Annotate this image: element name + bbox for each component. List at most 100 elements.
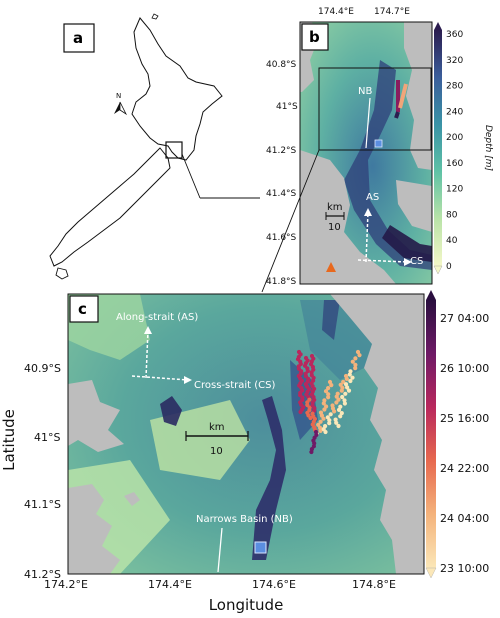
time-tick-label: 24 04:00 xyxy=(440,512,489,525)
panel-b-label-cs: CS xyxy=(410,256,423,267)
panel-b-track-3 xyxy=(394,111,400,119)
time-tick-label: 23 10:00 xyxy=(440,562,489,575)
panel-c-label-cross: Cross-strait (CS) xyxy=(194,380,276,391)
trajectory-point xyxy=(327,421,332,426)
trajectory-point xyxy=(341,379,346,384)
panel-c-y-tick-4: 41.2°S xyxy=(24,568,61,581)
trajectory-point xyxy=(327,418,332,423)
trajectory-point xyxy=(319,413,324,418)
north-island-outline xyxy=(131,17,223,161)
panel-c-along-axis xyxy=(145,329,149,379)
depth-tick-label: 40 xyxy=(446,236,458,246)
trajectory-point xyxy=(309,449,314,455)
trajectory-point xyxy=(353,356,358,361)
depth-tick-label: 200 xyxy=(446,133,463,143)
panel-b-lat-tick-1: 40.8°S xyxy=(266,60,297,70)
panel-c-deep-basin xyxy=(252,396,286,560)
panel-a-letter-box xyxy=(63,23,95,53)
trajectory-point xyxy=(346,388,352,393)
panel-c-land-islet xyxy=(124,492,140,506)
panel-b-lat-tick-3: 41.2°S xyxy=(266,146,297,156)
panel-c-y-tick-2: 41°S xyxy=(34,431,60,444)
panel-c-scale-unit: km xyxy=(209,422,225,433)
panel-c-x-tick-4: 174.8°E xyxy=(352,578,396,591)
trajectory-point xyxy=(321,416,326,421)
panel-c-frame xyxy=(67,293,425,575)
panel-b-land-south xyxy=(300,150,396,284)
north-arrow: N xyxy=(114,92,128,116)
trajectory-point xyxy=(326,392,331,397)
panel-b-lat-tick-5: 41.6°S xyxy=(266,233,297,243)
trajectory-point xyxy=(340,394,345,400)
trajectory-point xyxy=(353,362,358,367)
panel-c-label-basin: Narrows Basin (NB) xyxy=(196,514,293,525)
trajectory-point xyxy=(318,428,323,433)
panel-b-land-east xyxy=(396,180,432,232)
depth-tick-label: 280 xyxy=(446,82,463,92)
trajectory-point xyxy=(357,353,362,358)
trajectory-point xyxy=(345,385,350,390)
trajectory-point xyxy=(326,395,331,400)
panel-b-scale-unit: km xyxy=(327,202,343,213)
trajectory-point xyxy=(353,366,358,371)
panel-a-letter: a xyxy=(73,29,83,47)
panel-c-label-along: Along-strait (AS) xyxy=(116,312,198,323)
trajectory-point xyxy=(338,414,343,419)
depth-tick-label: 0 xyxy=(446,262,452,272)
depth-tick-label: 240 xyxy=(446,107,463,117)
panel-b-lat-tick-4: 41.4°S xyxy=(266,189,297,199)
panel-b: 174.4°E 174.7°E NB xyxy=(266,7,493,287)
trajectory-point xyxy=(323,389,329,394)
study-area-box xyxy=(165,141,183,159)
depth-colorbar: 360 320 280 240 200 160 120 80 40 0 Depth [m] xyxy=(433,22,493,275)
panel-a: a N xyxy=(14,8,264,282)
panel-c-x-tick-1: 174.2°E xyxy=(44,578,88,591)
trajectory-point xyxy=(316,422,321,427)
panel-c-nb-pointer xyxy=(217,527,223,573)
trajectory-point xyxy=(347,372,352,377)
trajectory-point xyxy=(334,420,339,425)
panel-c-letter: c xyxy=(78,300,87,318)
northern-islet xyxy=(151,13,159,20)
trajectory-point xyxy=(350,375,355,380)
panel-b-letter: b xyxy=(309,28,320,46)
zoom-connector-left xyxy=(261,149,320,293)
trajectory-point xyxy=(333,417,338,422)
depth-colorbar-title: Depth [m] xyxy=(483,125,493,172)
time-colorbar: 27 04:00 26 10:00 25 16:00 24 22:00 24 04:00… xyxy=(425,290,489,579)
trajectory-point xyxy=(329,383,334,388)
south-island-outline xyxy=(49,147,171,267)
trajectory-point xyxy=(348,369,353,374)
panel-c-x-tick-2: 174.4°E xyxy=(148,578,192,591)
trajectory-point xyxy=(343,382,349,387)
depth-tick-label: 160 xyxy=(446,159,463,169)
panel-b-as-axis xyxy=(365,211,369,263)
depth-tick-label: 120 xyxy=(446,185,463,195)
trajectory-point xyxy=(298,409,303,415)
trajectory-point xyxy=(322,407,327,412)
panel-c-xlabel: Longitude xyxy=(209,596,284,614)
panel-b-label-as: AS xyxy=(366,192,379,203)
panel-b-frame xyxy=(299,21,433,285)
trajectory-point xyxy=(334,400,339,405)
panel-c-trajectories xyxy=(295,349,362,455)
panel-b-land-northeast xyxy=(404,22,432,170)
time-tick-label: 24 22:00 xyxy=(440,462,489,475)
panel-c-cross-axis xyxy=(131,375,189,381)
north-label: N xyxy=(116,92,121,100)
panel-b-lat-tick-6: 41.8°S xyxy=(266,277,297,287)
panel-b-lat-tick-2: 41°S xyxy=(276,102,298,112)
trajectory-point xyxy=(350,359,355,364)
panel-c-land-southwest xyxy=(68,484,120,574)
trajectory-point xyxy=(332,409,337,414)
depth-tick-label: 320 xyxy=(446,56,463,66)
time-tick-label: 27 04:00 xyxy=(440,312,489,325)
trajectory-point xyxy=(328,412,333,417)
panel-c-x-tick-3: 174.6°E xyxy=(252,578,296,591)
trajectory-point xyxy=(336,397,341,402)
trajectory-point xyxy=(355,349,361,355)
trajectory-point xyxy=(338,404,343,409)
time-tick-label: 26 10:00 xyxy=(440,362,489,375)
panel-c-map: Narrows Basin (NB) Along-strait (AS) Cro… xyxy=(68,294,424,574)
stewart-island-outline xyxy=(55,267,69,280)
